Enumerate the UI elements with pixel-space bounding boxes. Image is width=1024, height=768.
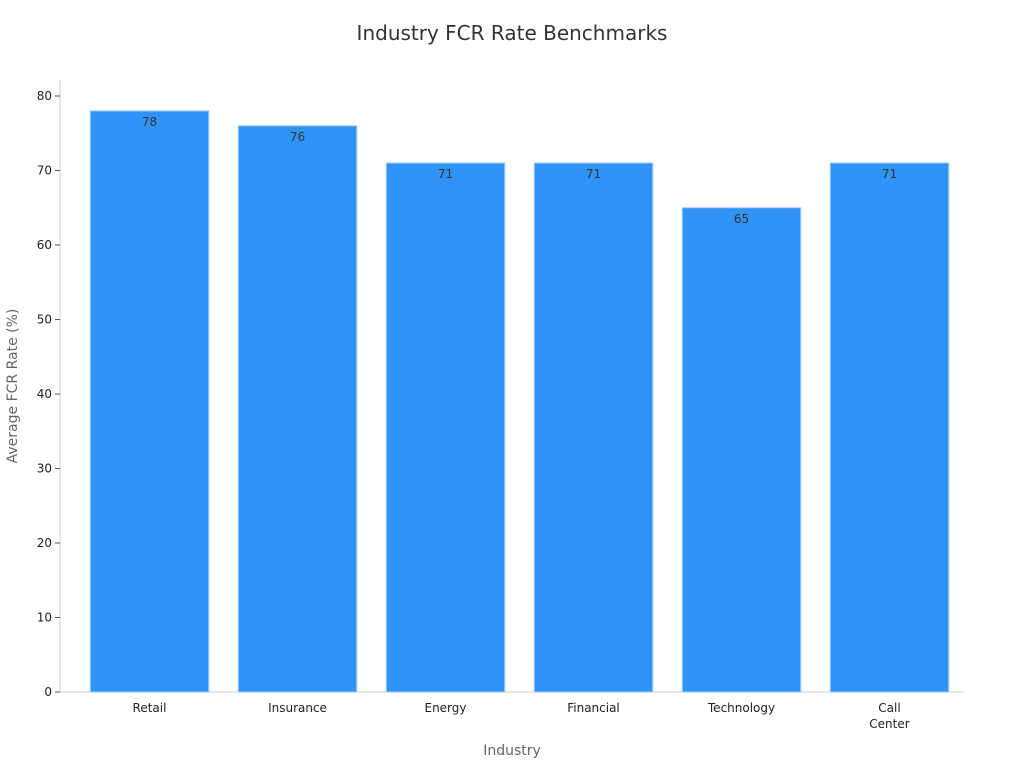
y-tick-label: 60	[37, 238, 52, 252]
bar	[385, 162, 506, 693]
y-axis-ticks: 0 10 20 30 40 50 60 70 80	[37, 89, 60, 699]
y-tick-label: 10	[37, 611, 52, 625]
x-tick-label: Retail	[133, 701, 167, 715]
bar-value-label: 76	[290, 130, 305, 144]
x-tick-label: Energy	[424, 701, 466, 715]
x-tick-label: Insurance	[268, 701, 327, 715]
y-tick-label: 40	[37, 387, 52, 401]
y-tick-label: 50	[37, 313, 52, 327]
plot-area: 0 10 20 30 40 50 60 70 80 78 76 71 71 65 71 Retail Ins…	[37, 80, 964, 731]
bar-value-label: 71	[438, 167, 453, 181]
x-axis-ticks: Retail Insurance Energy Financial Technology…	[133, 701, 910, 731]
bar-value-label: 78	[142, 115, 157, 129]
bars: 78 76 71 71 65 71	[89, 110, 950, 693]
y-tick-label: 20	[37, 536, 52, 550]
bar-value-label: 71	[882, 167, 897, 181]
x-tick-label: Center	[869, 717, 909, 731]
bar	[533, 162, 654, 693]
y-tick-label: 70	[37, 164, 52, 178]
x-tick-label: Technology	[707, 701, 775, 715]
bar	[89, 110, 210, 693]
x-tick-label: Financial	[567, 701, 620, 715]
bar-value-label: 71	[586, 167, 601, 181]
x-tick-label: Call	[878, 701, 900, 715]
chart-title: Industry FCR Rate Benchmarks	[357, 21, 668, 45]
bar	[681, 207, 802, 693]
y-tick-label: 80	[37, 89, 52, 103]
bar-value-label: 65	[734, 212, 749, 226]
x-axis-title: Industry	[483, 743, 541, 759]
bar	[829, 162, 950, 693]
y-tick-label: 0	[44, 685, 52, 699]
y-tick-label: 30	[37, 462, 52, 476]
bar	[237, 125, 358, 693]
y-axis-title: Average FCR Rate (%)	[5, 309, 21, 464]
